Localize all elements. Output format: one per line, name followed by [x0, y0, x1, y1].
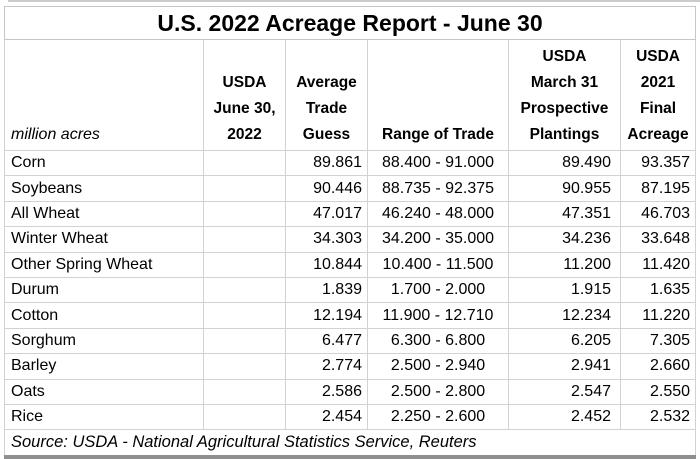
table-row-winter-wheat: Winter Wheat 34.303 34.200 - 35.000 34.2…	[4, 226, 697, 253]
final-acreage-cell: 93.357	[619, 149, 697, 177]
final-acreage-cell: 33.648	[619, 226, 697, 253]
table-row-corn: Corn 89.861 88.400 - 91.000 89.490 93.35…	[4, 149, 697, 177]
column-header-average-trade-guess: Average Trade Guess	[285, 39, 368, 151]
avg-trade-guess-cell: 2.454	[285, 403, 368, 431]
avg-trade-guess-cell: 2.586	[285, 378, 368, 405]
table-row-sorghum: Sorghum 6.477 6.300 - 6.800 6.205 7.305	[4, 327, 697, 355]
commodity-cell: Other Spring Wheat	[4, 251, 204, 278]
avg-trade-guess-cell: 34.303	[285, 226, 368, 253]
range-of-trade-cell: 2.250 - 2.600	[367, 403, 509, 431]
title-row: U.S. 2022 Acreage Report - June 30	[3, 6, 697, 40]
commodity-cell: Corn	[4, 149, 204, 177]
usda-june30-cell	[203, 226, 286, 253]
usda-june30-cell	[203, 276, 286, 304]
march31-cell: 47.351	[508, 200, 621, 228]
final-acreage-cell: 2.660	[619, 353, 697, 380]
march31-cell: 34.236	[508, 226, 621, 253]
avg-trade-guess-cell: 90.446	[285, 175, 368, 202]
avg-trade-guess-cell: 2.774	[285, 353, 368, 380]
march31-cell: 12.234	[508, 302, 621, 329]
final-acreage-cell: 46.703	[619, 200, 697, 228]
final-acreage-cell: 87.195	[619, 175, 697, 202]
final-acreage-cell: 11.420	[619, 251, 697, 278]
final-acreage-cell: 2.550	[619, 378, 697, 405]
march31-cell: 2.941	[508, 353, 621, 380]
final-acreage-cell: 7.305	[619, 327, 697, 355]
range-of-trade-cell: 2.500 - 2.940	[367, 353, 509, 380]
column-header-range-of-trade: Range of Trade	[367, 39, 509, 151]
final-acreage-cell: 11.220	[619, 302, 697, 329]
table-row-cotton: Cotton 12.194 11.900 - 12.710 12.234 11.…	[4, 302, 697, 329]
usda-june30-cell	[203, 353, 286, 380]
march31-cell: 89.490	[508, 149, 621, 177]
range-of-trade-cell: 11.900 - 12.710	[367, 302, 509, 329]
usda-june30-cell	[203, 327, 286, 355]
final-acreage-cell: 1.635	[619, 276, 697, 304]
avg-trade-guess-cell: 47.017	[285, 200, 368, 228]
march31-cell: 11.200	[508, 251, 621, 278]
commodity-cell: All Wheat	[4, 200, 204, 228]
range-of-trade-cell: 88.400 - 91.000	[367, 149, 509, 177]
range-of-trade-cell: 88.735 - 92.375	[367, 175, 509, 202]
march31-cell: 1.915	[508, 276, 621, 304]
column-header-2021-final-acreage: USDA 2021 Final Acreage	[619, 39, 697, 151]
table-row-all-wheat: All Wheat 47.017 46.240 - 48.000 47.351 …	[4, 200, 697, 228]
range-of-trade-cell: 6.300 - 6.800	[367, 327, 509, 355]
march31-cell: 90.955	[508, 175, 621, 202]
commodity-cell: Barley	[4, 353, 204, 380]
usda-june30-cell	[203, 302, 286, 329]
usda-june30-cell	[203, 251, 286, 278]
usda-june30-cell	[203, 149, 286, 177]
commodity-cell: Durum	[4, 276, 204, 304]
march31-cell: 6.205	[508, 327, 621, 355]
table-row-rice: Rice 2.454 2.250 - 2.600 2.452 2.532	[4, 403, 697, 431]
avg-trade-guess-cell: 89.861	[285, 149, 368, 177]
table-row-soybeans: Soybeans 90.446 88.735 - 92.375 90.955 8…	[4, 175, 697, 202]
acreage-report-table: U.S. 2022 Acreage Report - June 30 milli…	[3, 6, 697, 459]
usda-june30-cell	[203, 403, 286, 431]
range-of-trade-cell: 1.700 - 2.000	[367, 276, 509, 304]
table-row-durum: Durum 1.839 1.700 - 2.000 1.915 1.635	[4, 276, 697, 304]
cropped-border-artifact	[8, 0, 700, 2]
commodity-cell: Sorghum	[4, 327, 204, 355]
source-note: Source: USDA - National Agricultural Sta…	[3, 429, 697, 459]
avg-trade-guess-cell: 6.477	[285, 327, 368, 355]
usda-june30-cell	[203, 378, 286, 405]
usda-june30-cell	[203, 175, 286, 202]
avg-trade-guess-cell: 1.839	[285, 276, 368, 304]
range-of-trade-cell: 46.240 - 48.000	[367, 200, 509, 228]
avg-trade-guess-cell: 10.844	[285, 251, 368, 278]
usda-june30-cell	[203, 200, 286, 228]
column-header-million-acres: million acres	[4, 39, 204, 151]
header-row: million acres USDA June 30, 2022 Average…	[4, 39, 697, 151]
page-title: U.S. 2022 Acreage Report - June 30	[3, 6, 697, 40]
range-of-trade-cell: 10.400 - 11.500	[367, 251, 509, 278]
avg-trade-guess-cell: 12.194	[285, 302, 368, 329]
commodity-cell: Rice	[4, 403, 204, 431]
commodity-cell: Soybeans	[4, 175, 204, 202]
table-row-other-spring-wheat: Other Spring Wheat 10.844 10.400 - 11.50…	[4, 251, 697, 278]
final-acreage-cell: 2.532	[619, 403, 697, 431]
source-row: Source: USDA - National Agricultural Sta…	[3, 429, 697, 459]
range-of-trade-cell: 34.200 - 35.000	[367, 226, 509, 253]
range-of-trade-cell: 2.500 - 2.800	[367, 378, 509, 405]
march31-cell: 2.547	[508, 378, 621, 405]
table-row-oats: Oats 2.586 2.500 - 2.800 2.547 2.550	[4, 378, 697, 405]
table-row-barley: Barley 2.774 2.500 - 2.940 2.941 2.660	[4, 353, 697, 380]
acreage-report-table-container: U.S. 2022 Acreage Report - June 30 milli…	[3, 6, 697, 459]
column-header-march31-prospective-plantings: USDA March 31 Prospective Plantings	[508, 39, 621, 151]
commodity-cell: Oats	[4, 378, 204, 405]
commodity-cell: Winter Wheat	[4, 226, 204, 253]
march31-cell: 2.452	[508, 403, 621, 431]
column-header-usda-june30: USDA June 30, 2022	[203, 39, 286, 151]
commodity-cell: Cotton	[4, 302, 204, 329]
